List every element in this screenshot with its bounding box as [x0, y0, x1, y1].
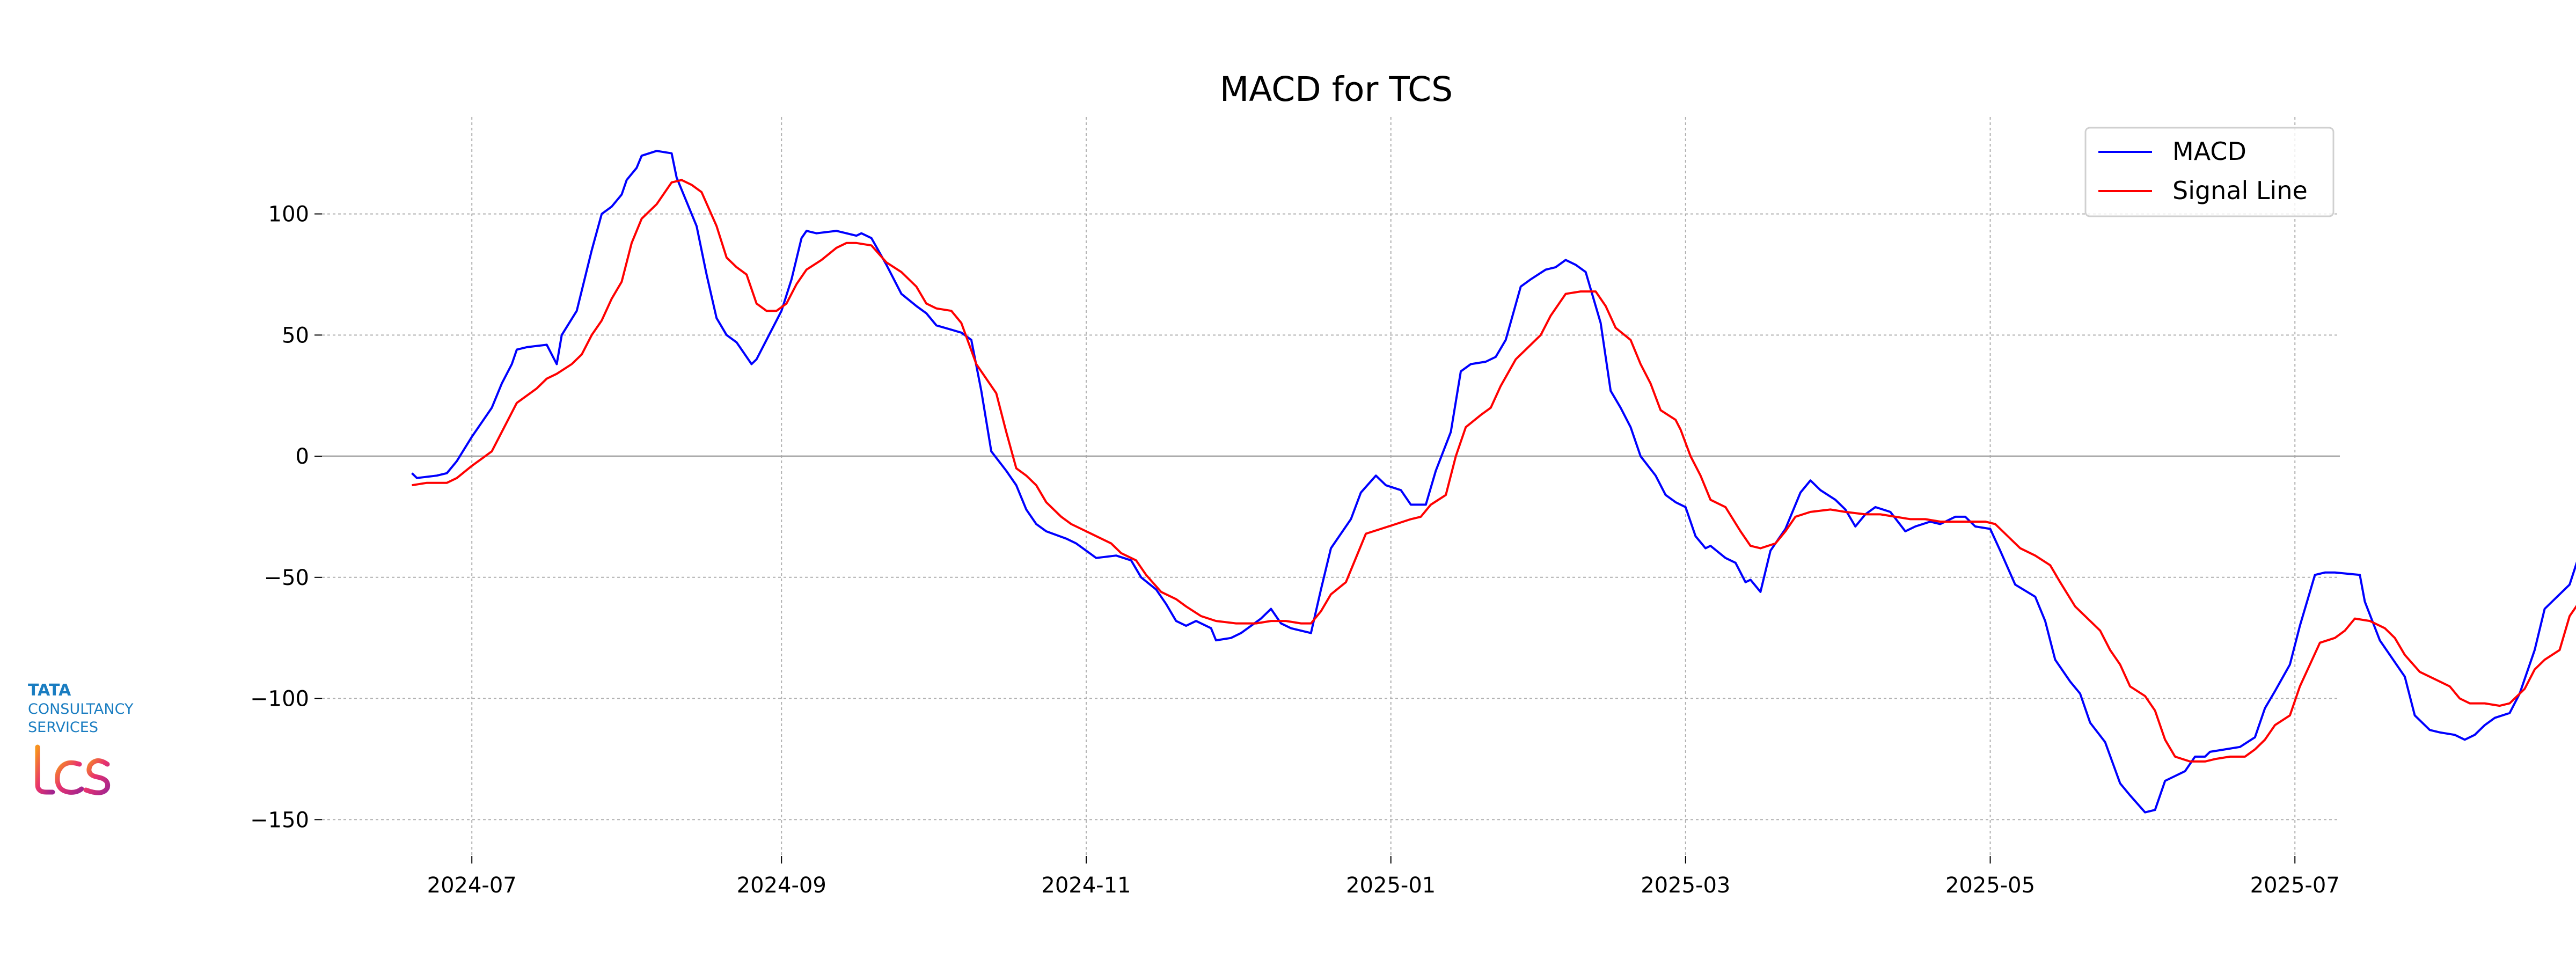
y-tick-label: −100	[250, 687, 309, 712]
logo-text-tata: TATA	[28, 681, 71, 700]
signal-line-series-line	[412, 179, 2576, 763]
x-tick-label: 2024-07	[427, 873, 517, 898]
x-tick-label: 2025-07	[2250, 873, 2340, 898]
logo-text-services: SERVICES	[28, 719, 98, 736]
y-gridlines	[322, 213, 2340, 821]
tcs-logo: TATA CONSULTANCY SERVICES	[27, 681, 134, 795]
y-axis: 100 50 0 −50 −100 −150	[250, 202, 322, 832]
logo-text-consultancy: CONSULTANCY	[28, 701, 134, 718]
y-tick-label: −50	[264, 566, 309, 590]
x-tick-label: 2024-09	[737, 873, 826, 898]
y-tick-label: 0	[296, 444, 309, 469]
y-tick-label: 100	[268, 202, 309, 227]
chart-title: MACD for TCS	[1220, 70, 1453, 109]
x-gridlines	[471, 117, 2296, 856]
series-layer	[411, 150, 2576, 814]
x-tick-label: 2025-05	[1945, 873, 2035, 898]
x-tick-label: 2025-03	[1641, 873, 1730, 898]
y-tick-label: 50	[282, 323, 309, 348]
tcs-logo-mark	[27, 744, 111, 795]
legend-box	[2084, 127, 2334, 217]
x-tick-label: 2024-11	[1041, 873, 1131, 898]
x-tick-label: 2025-01	[1346, 873, 1436, 898]
legend-macd-label: MACD	[2172, 137, 2246, 166]
legend-signal-label: Signal Line	[2172, 176, 2308, 205]
x-axis: 2024-07 2024-09 2024-11 2025-01 2025-03 2025-…	[427, 856, 2340, 898]
macd-series-line	[411, 150, 2576, 814]
y-tick-label: −150	[250, 808, 309, 832]
legend: MACD Signal Line	[2084, 127, 2334, 217]
